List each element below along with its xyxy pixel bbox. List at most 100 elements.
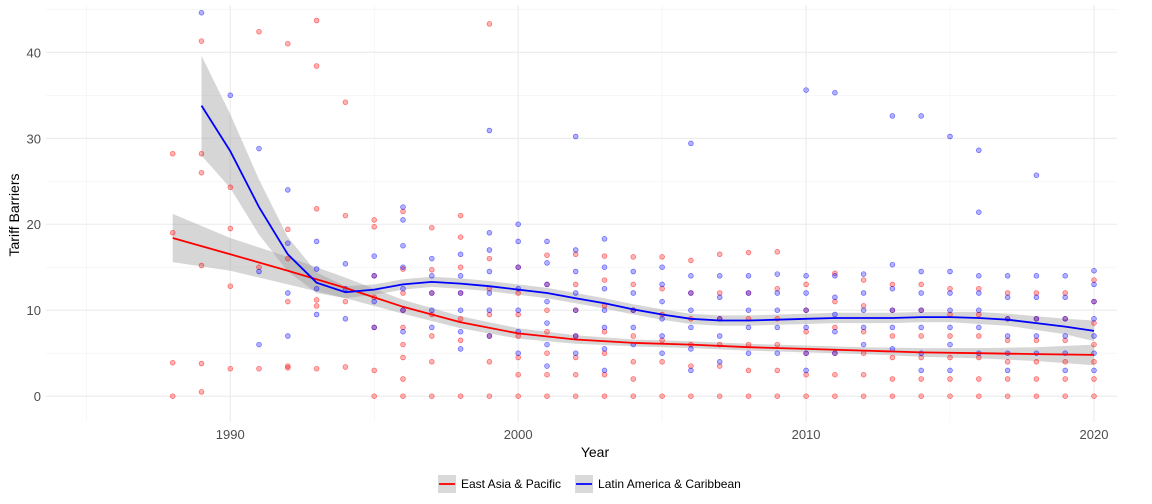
data-point xyxy=(572,307,579,313)
data-point xyxy=(774,324,781,331)
data-point xyxy=(630,290,637,296)
data-point xyxy=(371,367,377,374)
data-point xyxy=(1062,290,1068,296)
data-point xyxy=(889,393,896,399)
smooth-line xyxy=(200,105,1095,332)
data-point xyxy=(227,184,234,191)
data-point xyxy=(429,307,435,313)
data-point xyxy=(716,294,723,301)
data-point xyxy=(659,359,665,365)
y-tick-label: 20 xyxy=(27,217,41,232)
data-point xyxy=(457,234,464,240)
data-point xyxy=(515,371,521,378)
x-tick-label: 2020 xyxy=(1080,427,1109,442)
data-point xyxy=(860,341,867,348)
data-point xyxy=(601,328,608,335)
data-point xyxy=(976,285,982,292)
data-point xyxy=(1033,359,1040,365)
data-point xyxy=(400,204,406,210)
data-point xyxy=(860,307,867,313)
y-tick-label: 10 xyxy=(27,303,41,318)
data-point xyxy=(745,290,752,296)
data-point xyxy=(918,354,924,361)
data-point xyxy=(285,363,291,369)
x-tick-label: 2010 xyxy=(792,427,821,442)
data-point xyxy=(486,230,493,236)
data-point xyxy=(313,63,320,69)
data-point xyxy=(774,367,781,374)
data-point xyxy=(1033,376,1040,382)
confidence-band xyxy=(172,213,1094,366)
data-point xyxy=(515,307,521,313)
data-point xyxy=(515,264,521,270)
data-point xyxy=(688,307,694,313)
y-tick-label: 30 xyxy=(27,131,41,146)
data-point xyxy=(400,324,406,331)
data-point xyxy=(889,285,896,292)
data-point xyxy=(832,324,838,331)
data-point xyxy=(688,140,694,147)
data-point xyxy=(227,225,234,232)
data-point xyxy=(860,290,867,296)
data-point xyxy=(1004,393,1011,399)
y-tick-label: 40 xyxy=(27,45,41,60)
data-point xyxy=(745,324,752,331)
data-point xyxy=(889,324,896,331)
smooth-line xyxy=(172,237,1095,356)
data-point xyxy=(803,371,809,378)
data-point xyxy=(400,393,406,399)
data-point xyxy=(1062,294,1068,301)
data-point xyxy=(371,273,377,279)
data-point xyxy=(371,324,377,331)
data-point xyxy=(371,393,377,399)
data-point xyxy=(544,341,550,348)
data-point xyxy=(486,290,493,296)
data-point xyxy=(1091,316,1097,322)
data-point xyxy=(371,224,377,230)
data-point xyxy=(774,350,781,356)
data-point xyxy=(515,311,521,318)
data-point xyxy=(371,253,377,259)
data-point xyxy=(774,249,781,255)
data-point xyxy=(198,38,205,44)
data-point xyxy=(486,307,493,313)
data-point xyxy=(1004,376,1011,382)
data-point xyxy=(889,333,896,339)
data-point xyxy=(1091,359,1097,365)
data-point xyxy=(601,324,608,331)
data-point xyxy=(342,364,349,370)
data-point xyxy=(688,393,694,399)
data-point xyxy=(486,268,493,275)
data-point xyxy=(1062,333,1068,339)
data-point xyxy=(601,264,608,270)
data-point xyxy=(918,376,924,382)
data-point xyxy=(803,290,809,296)
data-point xyxy=(429,359,435,365)
data-point xyxy=(572,393,579,399)
data-point xyxy=(976,376,982,382)
data-point xyxy=(774,341,781,348)
data-point xyxy=(515,350,521,356)
data-point xyxy=(342,212,349,219)
data-point xyxy=(285,187,291,193)
data-point xyxy=(457,264,464,270)
data-point xyxy=(429,393,435,399)
data-point xyxy=(457,337,464,344)
data-point xyxy=(457,346,464,352)
data-point xyxy=(832,294,838,301)
data-point xyxy=(457,328,464,335)
data-point xyxy=(429,224,435,231)
data-point xyxy=(313,303,320,309)
data-point xyxy=(429,273,435,279)
data-point xyxy=(400,266,406,272)
data-point xyxy=(803,350,809,356)
data-point xyxy=(860,271,867,277)
data-point xyxy=(256,268,262,275)
data-point xyxy=(976,324,982,331)
data-point xyxy=(544,252,550,258)
data-point xyxy=(716,333,723,339)
data-point xyxy=(429,290,435,296)
data-point xyxy=(1091,333,1097,339)
data-point xyxy=(256,264,262,270)
data-point xyxy=(688,257,694,264)
